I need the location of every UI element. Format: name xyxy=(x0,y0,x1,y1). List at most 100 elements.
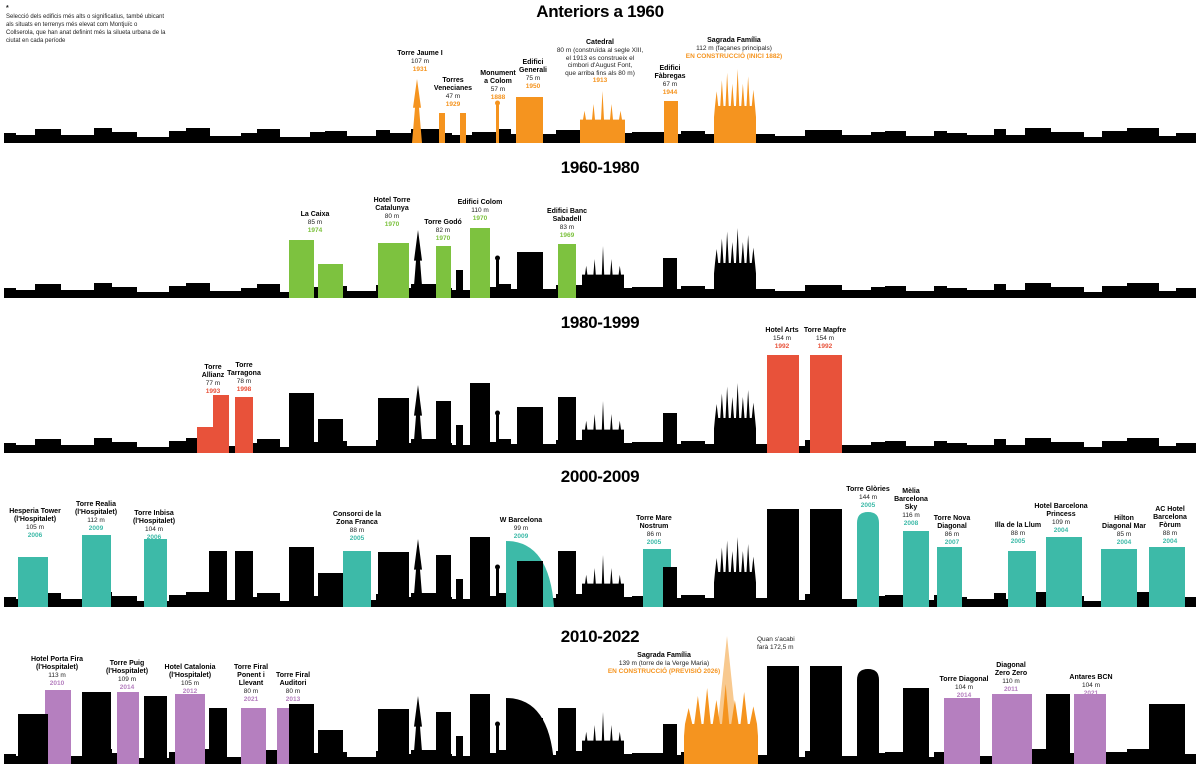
building-shape xyxy=(456,579,463,607)
intro-note: * Selecció dels edificis més alts o sign… xyxy=(6,5,166,45)
building-label: Torre Jaume I 107 m 1931 xyxy=(397,50,443,73)
building-label: Torres Venecianes 47 m 1929 xyxy=(433,77,473,108)
building-label: Hilton Diagonal Mar 85 m 2004 xyxy=(1102,515,1146,546)
building-label: La Caixa 85 m 1974 xyxy=(300,211,330,234)
building-label: Mèlia Barcelona Sky 116 m 2008 xyxy=(894,488,928,527)
building-shape xyxy=(436,712,451,764)
cathedral-shape xyxy=(580,91,625,143)
skyline-anteriors-1960 xyxy=(4,69,1196,143)
building-label: Diagonal Zero Zero 110 m 2011 xyxy=(994,662,1028,693)
building-shape xyxy=(1046,694,1070,764)
column-top-shape xyxy=(495,410,500,416)
lattice-tower-shape xyxy=(413,230,423,298)
building-label: Catedral 80 m (construïda al segle XIII,… xyxy=(556,39,644,84)
building-shape xyxy=(235,551,253,607)
building-label: Hotel Torre Catalunya 80 m 1970 xyxy=(373,197,411,228)
building-shape xyxy=(558,397,576,453)
intro-text: Selecció dels edificis més alts o signif… xyxy=(6,14,166,44)
building-label: Edifici Fàbregas 67 m 1944 xyxy=(654,65,686,96)
column-top-shape xyxy=(495,255,500,261)
skyline-1960-1980 xyxy=(4,228,1196,298)
building-shape xyxy=(378,709,409,764)
building-shape xyxy=(810,666,842,764)
panel-title-1980-1999: 1980-1999 xyxy=(560,313,640,332)
building-shape xyxy=(517,252,543,298)
building-shape xyxy=(558,551,576,607)
sagrada-familia-shape xyxy=(714,383,756,453)
building-shape xyxy=(45,690,71,764)
building-label: Consorci de la Zona Franca 88 m 2005 xyxy=(332,511,382,542)
building-shape xyxy=(992,694,1032,764)
building-shape xyxy=(82,692,111,764)
column-shape xyxy=(496,413,499,453)
building-shape xyxy=(517,561,543,607)
building-shape xyxy=(1149,547,1185,607)
building-shape xyxy=(516,97,543,143)
building-shape xyxy=(903,531,929,607)
building-shape xyxy=(903,688,929,764)
lattice-tower-shape xyxy=(413,539,423,607)
building-shape xyxy=(663,258,677,298)
building-label: Edifici Banc Sabadell 83 m 1969 xyxy=(546,208,588,239)
building-shape xyxy=(558,244,576,298)
building-shape xyxy=(213,395,229,453)
building-shape xyxy=(767,666,799,764)
building-shape xyxy=(558,708,576,764)
building-shape xyxy=(456,736,463,764)
building-shape xyxy=(378,552,409,607)
building-label: Torre Mapfre 154 m 1992 xyxy=(803,327,847,350)
building-label: Hotel Arts 154 m 1992 xyxy=(765,327,799,350)
skyline-1980-1999 xyxy=(4,355,1196,453)
column-top-shape xyxy=(495,100,500,106)
building-shape xyxy=(436,401,451,453)
building-shape xyxy=(144,696,167,764)
building-shape xyxy=(197,427,213,453)
skyline-2010-2022 xyxy=(4,636,1196,764)
torre-glories-shape xyxy=(857,669,879,764)
building-shape xyxy=(241,708,266,764)
building-shape xyxy=(209,551,227,607)
building-label: Torre Nova Diagonal 86 m 2007 xyxy=(933,515,971,546)
building-label: W Barcelona 99 m 2009 xyxy=(499,517,543,540)
building-label: Torre Godó 82 m 1970 xyxy=(424,219,462,242)
building-shape xyxy=(1008,551,1036,607)
building-label: Torre Puig (l'Hospitalet) 109 m 2014 xyxy=(105,660,149,691)
building-shape xyxy=(470,537,490,607)
building-shape xyxy=(810,509,842,607)
sagrada-familia-shape xyxy=(684,684,758,764)
building-label: Torre Firal Ponent i Llevant 80 m 2021 xyxy=(233,664,269,703)
building-shape xyxy=(1101,549,1137,607)
cathedral-shape xyxy=(582,246,624,298)
building-shape xyxy=(289,704,314,764)
building-shape xyxy=(378,243,409,298)
building-label: Torre Diagonal 104 m 2014 xyxy=(939,676,989,699)
building-shape xyxy=(18,557,48,607)
building-label: Torre Glòries 144 m 2005 xyxy=(846,486,890,509)
building-shape xyxy=(117,692,139,764)
skyline-2000-2009 xyxy=(4,509,1196,607)
lattice-tower-shape xyxy=(413,696,423,764)
building-shape xyxy=(144,539,167,607)
building-shape xyxy=(767,509,799,607)
building-shape xyxy=(289,393,314,453)
building-shape xyxy=(289,547,314,607)
building-shape xyxy=(664,101,678,143)
lattice-tower-shape xyxy=(412,79,422,143)
cathedral-shape xyxy=(582,712,624,764)
intro-marker: * xyxy=(6,5,9,12)
building-label: Hotel Porta Fira (l'Hospitalet) 113 m 20… xyxy=(30,656,84,687)
column-shape xyxy=(496,103,499,143)
building-shape xyxy=(391,290,395,298)
building-label: Torre Realia (l'Hospitalet) 112 m 2009 xyxy=(74,501,118,532)
sagrada-familia-annotation: Quan s'acabi farà 172,5 m xyxy=(757,636,795,651)
building-shape xyxy=(810,355,842,453)
building-shape xyxy=(318,573,343,607)
building-shape xyxy=(470,694,490,764)
building-shape xyxy=(343,551,371,607)
building-label: Torre Firal Auditori 80 m 2013 xyxy=(275,672,311,703)
column-top-shape xyxy=(495,721,500,727)
sagrada-familia-shape xyxy=(714,537,756,607)
panel-title-2000-2009: 2000-2009 xyxy=(560,467,640,486)
building-label: Sagrada Família 139 m (torre de la Verge… xyxy=(607,652,721,675)
building-label: Illa de la Llum 88 m 2005 xyxy=(994,522,1042,545)
